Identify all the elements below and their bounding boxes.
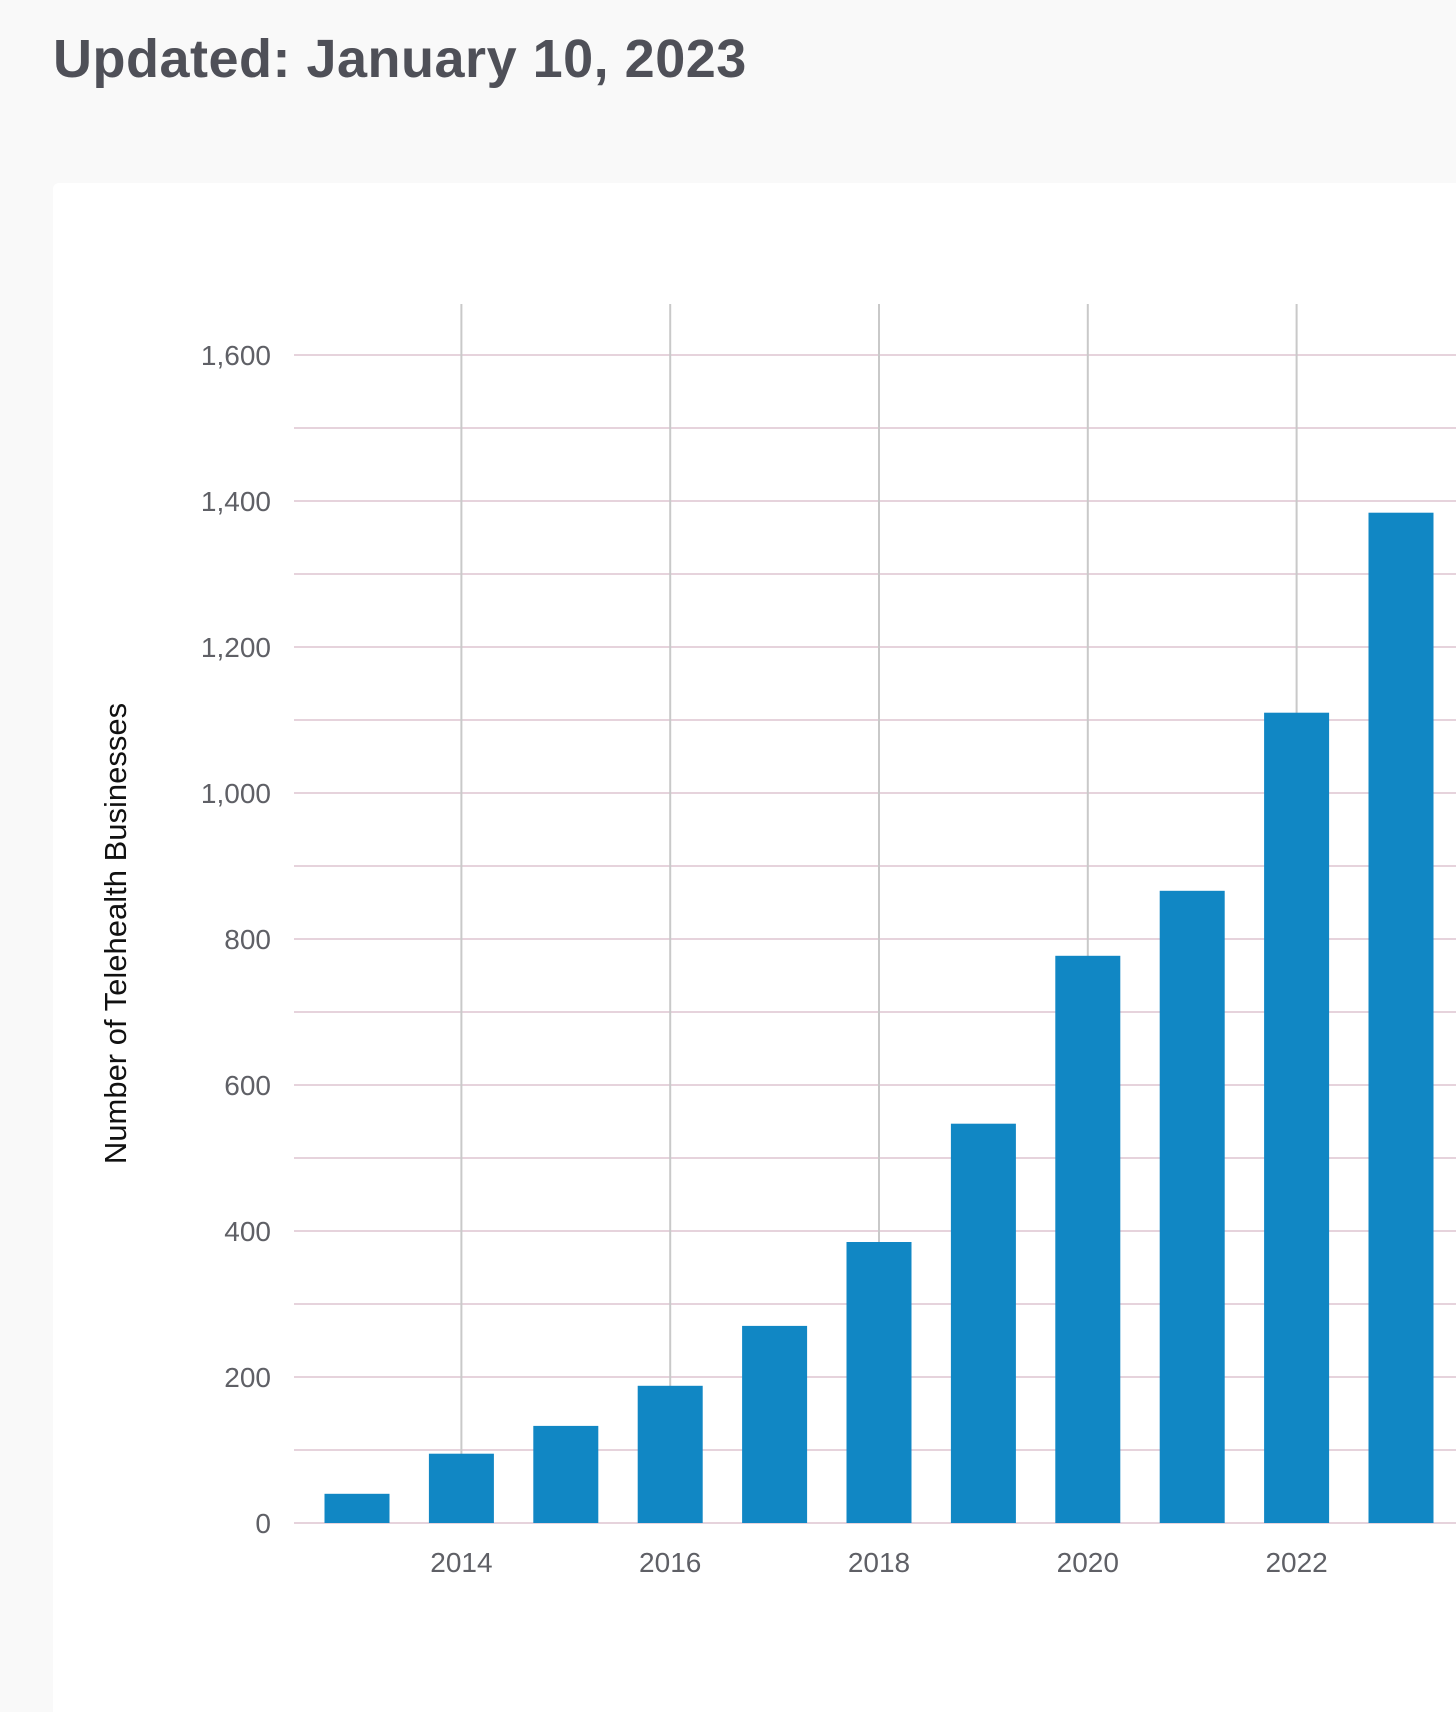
y-tick-label: 1,400 [201,486,271,517]
bar-2016 [637,1385,703,1523]
y-tick-label: 1,200 [201,632,271,663]
x-tick-label: 2018 [848,1547,910,1578]
y-tick-label: 0 [255,1508,271,1539]
bar-2019 [950,1123,1016,1523]
y-tick-label: 800 [224,924,271,955]
bar-2018 [846,1242,912,1523]
x-tick-label: 2016 [639,1547,701,1578]
x-tick-label: 2014 [430,1547,492,1578]
bar-2013 [324,1493,390,1523]
bar-2017 [742,1325,808,1523]
y-tick-label: 400 [224,1216,271,1247]
x-tick-label: 2022 [1265,1547,1327,1578]
bar-2020 [1055,955,1121,1523]
bar-2021 [1159,890,1225,1523]
x-axis-tick-labels: 2014 2016 2018 2020 2022 [430,1547,1327,1578]
bars [324,512,1434,1523]
y-tick-label: 1,600 [201,340,271,371]
chart-card: 0 200 400 600 800 1,000 1,200 1,400 1,600 2014 20… [53,183,1456,1712]
y-axis-tick-labels: 0 200 400 600 800 1,000 1,200 1,400 1,600 [201,340,271,1539]
y-tick-label: 1,000 [201,778,271,809]
y-tick-label: 600 [224,1070,271,1101]
bar-2014 [428,1453,494,1523]
bar-2022 [1264,712,1330,1523]
bar-2023 [1368,512,1434,1523]
x-tick-label: 2020 [1057,1547,1119,1578]
y-axis-title: Number of Telehealth Businesses [98,703,133,1164]
bar-2015 [533,1425,599,1523]
y-tick-label: 200 [224,1362,271,1393]
updated-date-heading: Updated: January 10, 2023 [53,29,747,89]
